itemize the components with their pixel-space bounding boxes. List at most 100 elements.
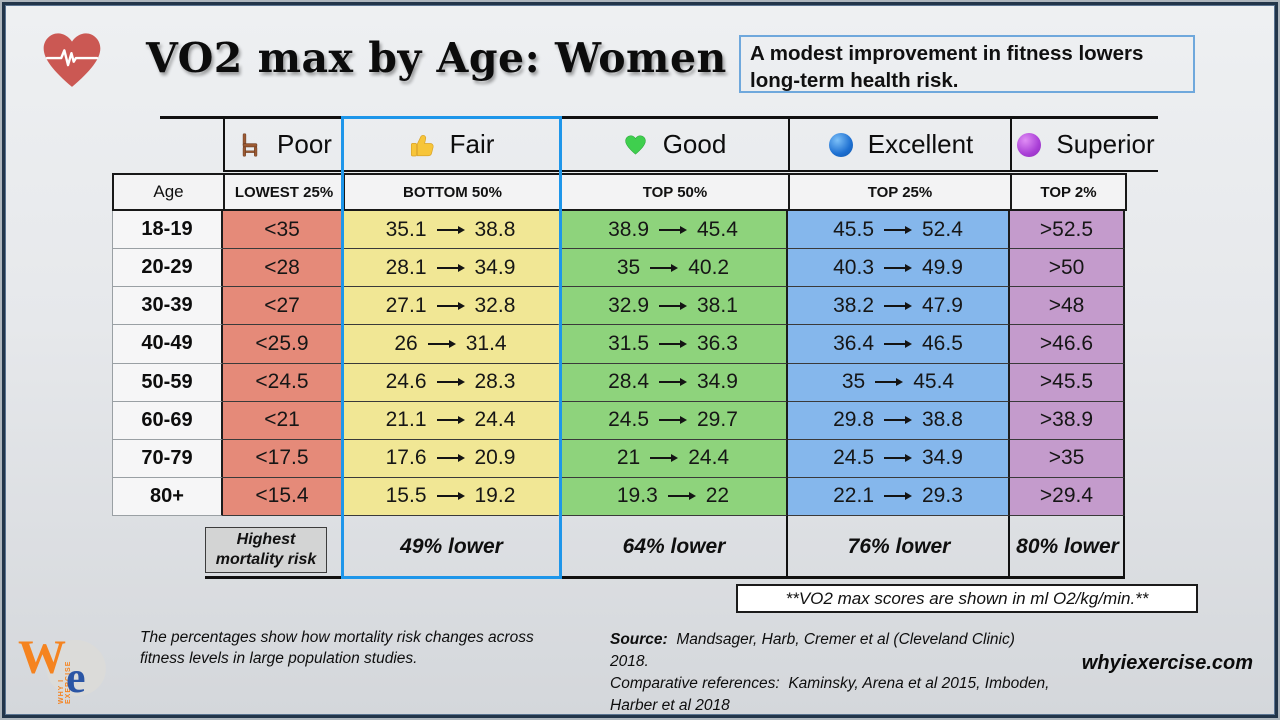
right-arrow-icon xyxy=(436,301,465,310)
fair-cell: 24.6 28.3 xyxy=(343,363,560,402)
source-line-1-text: Mandsager, Harb, Cremer et al (Cleveland… xyxy=(610,631,1015,670)
right-arrow-icon xyxy=(427,339,456,348)
source-line-2: Comparative references: Kaminsky, Arena … xyxy=(610,675,1050,692)
excellent-cell: 24.5 34.9 xyxy=(788,439,1010,478)
purple-circle-icon xyxy=(1015,131,1043,159)
right-arrow-icon xyxy=(659,225,687,234)
right-arrow-icon xyxy=(659,378,687,387)
excellent-cell: 22.1 29.3 xyxy=(788,477,1010,516)
superior-cell: >38.9 xyxy=(1010,401,1125,440)
blue-circle-icon xyxy=(827,131,855,159)
fair-cell: 27.1 32.8 xyxy=(343,287,560,326)
right-arrow-icon xyxy=(436,454,465,463)
poor-cell: <27 xyxy=(223,287,343,326)
table-row: 60-69 <21 21.1 24.4 24.5 29.7 29.8 38.8 >38.9 xyxy=(112,401,1125,440)
poor-cell: <15.4 xyxy=(223,477,343,516)
table-row: 70-79 <17.5 17.6 20.9 21 24.4 24.5 34.9 >35 xyxy=(112,439,1125,478)
highest-mortality-risk-box: Highest mortality risk xyxy=(205,527,327,573)
right-arrow-icon xyxy=(884,225,912,234)
excellent-cell: 38.2 47.9 xyxy=(788,287,1010,326)
excellent-cell: 36.4 46.5 xyxy=(788,325,1010,364)
fair-cell: 26 31.4 xyxy=(343,325,560,364)
column-label: Superior xyxy=(1056,129,1155,159)
right-arrow-icon xyxy=(650,263,679,272)
units-note: **VO2 max scores are shown in ml O2/kg/m… xyxy=(736,584,1198,613)
superior-cell: >29.4 xyxy=(1010,477,1125,516)
right-arrow-icon xyxy=(875,378,904,387)
logo-letter-e: e xyxy=(66,653,86,702)
page-title: VO2 max by Age: Women xyxy=(146,34,727,82)
fair-cell: 21.1 24.4 xyxy=(343,401,560,440)
table-row: 18-19 <35 35.1 38.8 38.9 45.4 45.5 52.4 >52.5 xyxy=(112,211,1125,250)
right-arrow-icon xyxy=(884,492,912,501)
table-row: 50-59 <24.5 24.6 28.3 28.4 34.9 35 45.4 >45.5 xyxy=(112,363,1125,402)
summary-divider xyxy=(786,516,788,578)
age-cell: 80+ xyxy=(112,477,223,516)
right-arrow-icon xyxy=(659,339,687,348)
source-label: Source: xyxy=(610,631,668,648)
excellent-cell: 35 45.4 xyxy=(788,363,1010,402)
good-cell: 19.3 22 xyxy=(560,477,788,516)
age-cell: 30-39 xyxy=(112,287,223,326)
column-header-fair: Fair xyxy=(343,119,560,172)
subheader-top-2: TOP 2% xyxy=(1010,173,1127,211)
chair-icon xyxy=(236,131,264,159)
poor-cell: <21 xyxy=(223,401,343,440)
table-row: 40-49 <25.9 26 31.4 31.5 36.3 36.4 46.5 >46.6 xyxy=(112,325,1125,364)
fair-cell: 15.5 19.2 xyxy=(343,477,560,516)
subheader-age: Age xyxy=(112,173,225,211)
column-label: Poor xyxy=(277,129,332,159)
subheader-top-25: TOP 25% xyxy=(788,173,1012,211)
superior-cell: >46.6 xyxy=(1010,325,1125,364)
age-cell: 70-79 xyxy=(112,439,223,478)
superior-cell: >50 xyxy=(1010,249,1125,288)
summary-fair: 49% lower xyxy=(400,535,503,558)
summary-divider xyxy=(1008,516,1010,578)
right-arrow-icon xyxy=(436,416,465,425)
summary-excellent: 76% lower xyxy=(847,535,951,558)
age-cell: 18-19 xyxy=(112,211,223,250)
age-cell: 60-69 xyxy=(112,401,223,440)
subheader-top-50: TOP 50% xyxy=(560,173,790,211)
poor-cell: <17.5 xyxy=(223,439,343,478)
column-header-poor: Poor xyxy=(223,119,343,172)
footnote-text: The percentages show how mortality risk … xyxy=(140,629,534,668)
info-box-text: A modest improvement in fitness lowers l… xyxy=(750,42,1144,93)
fair-cell: 17.6 20.9 xyxy=(343,439,560,478)
poor-cell: <24.5 xyxy=(223,363,343,402)
source-block: Source: Mandsager, Harb, Cremer et al (C… xyxy=(610,629,1050,717)
right-arrow-icon xyxy=(884,416,912,425)
column-header-good: Good xyxy=(560,119,788,172)
summary-superior: 80% lower xyxy=(1016,535,1119,558)
superior-cell: >35 xyxy=(1010,439,1125,478)
table-row: 20-29 <28 28.1 34.9 35 40.2 40.3 49.9 >50 xyxy=(112,249,1125,288)
table-row: 30-39 <27 27.1 32.8 32.9 38.1 38.2 47.9 >48 xyxy=(112,287,1125,326)
website-link[interactable]: whyiexercise.com xyxy=(1081,652,1253,674)
right-arrow-icon xyxy=(436,378,465,387)
summary-divider xyxy=(1123,516,1125,578)
right-arrow-icon xyxy=(436,263,465,272)
poor-cell: <35 xyxy=(223,211,343,250)
right-arrow-icon xyxy=(659,416,687,425)
good-cell: 31.5 36.3 xyxy=(560,325,788,364)
superior-cell: >52.5 xyxy=(1010,211,1125,250)
info-box: A modest improvement in fitness lowers l… xyxy=(739,35,1195,93)
age-cell: 20-29 xyxy=(112,249,223,288)
poor-cell: <25.9 xyxy=(223,325,343,364)
poor-cell: <28 xyxy=(223,249,343,288)
good-cell: 38.9 45.4 xyxy=(560,211,788,250)
subheader-bottom-50: BOTTOM 50% xyxy=(343,173,562,211)
column-header-superior: Superior xyxy=(1010,119,1158,172)
age-cell: 40-49 xyxy=(112,325,223,364)
vo2max-table-body: 18-19 <35 35.1 38.8 38.9 45.4 45.5 52.4 >52.5 20-… xyxy=(112,211,1125,516)
superior-cell: >45.5 xyxy=(1010,363,1125,402)
right-arrow-icon xyxy=(884,263,912,272)
good-cell: 35 40.2 xyxy=(560,249,788,288)
right-arrow-icon xyxy=(436,225,465,234)
right-arrow-icon xyxy=(884,339,912,348)
green-heart-icon xyxy=(622,131,650,159)
fair-cell: 28.1 34.9 xyxy=(343,249,560,288)
column-header-excellent: Excellent xyxy=(788,119,1010,172)
whyiexercise-logo: W WHY I EXERCISE e xyxy=(18,630,128,718)
